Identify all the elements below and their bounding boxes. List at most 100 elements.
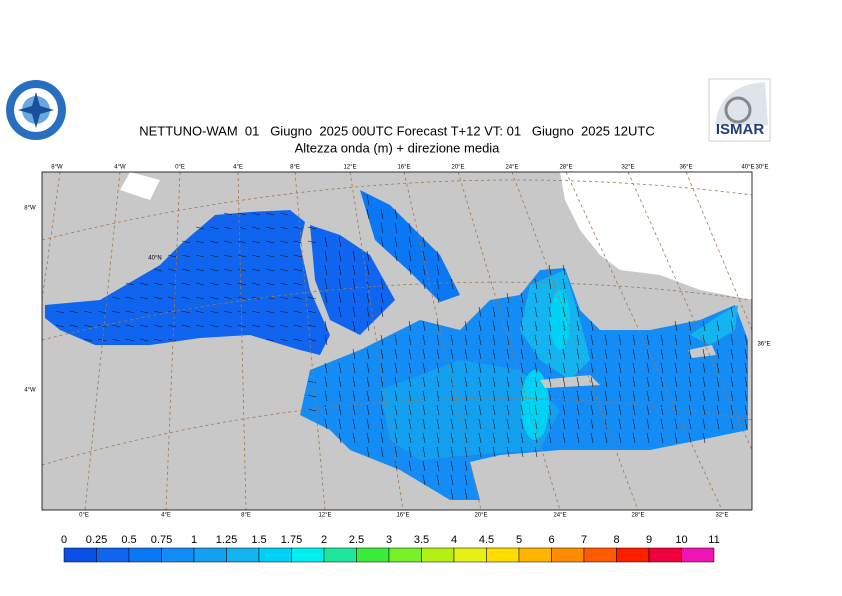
top-label: 8°W (51, 165, 63, 171)
arrow (139, 310, 149, 314)
arrow (380, 236, 384, 248)
arrow (492, 446, 496, 458)
arrow (279, 296, 289, 300)
arrow (366, 194, 370, 206)
arrow (548, 418, 552, 430)
arrow (632, 348, 636, 360)
arrow (618, 418, 622, 430)
arrow (209, 282, 219, 286)
arrow (366, 362, 370, 374)
arrow (450, 488, 454, 500)
arrow (209, 324, 219, 328)
arrow (167, 324, 177, 328)
arrow (293, 324, 303, 328)
arrow (408, 250, 412, 262)
arrow (338, 264, 342, 276)
legend-swatch (291, 547, 325, 563)
arrow (293, 268, 303, 272)
legend-label: 4 (451, 534, 457, 546)
arrow (744, 376, 748, 388)
arrow (237, 310, 247, 314)
legend-label: 2 (321, 534, 327, 546)
arrow (618, 348, 622, 360)
cnr-logo (6, 80, 66, 140)
arrow (408, 446, 412, 458)
arrow (450, 446, 454, 458)
arrow (324, 390, 328, 402)
arrow (223, 324, 233, 328)
arrow (590, 404, 594, 416)
arrow (408, 362, 412, 374)
map-frame (41, 171, 753, 511)
top-label: 40°E (741, 165, 754, 171)
arrow (265, 324, 275, 328)
arrow (167, 254, 177, 258)
arrow (422, 320, 426, 332)
bottom-label: 20°E (474, 513, 487, 519)
arrow (195, 226, 205, 230)
arrow (195, 324, 205, 328)
arrow (492, 348, 496, 360)
arrow (674, 404, 678, 416)
arrow (422, 446, 426, 458)
arrow (408, 222, 412, 234)
arrow (506, 292, 510, 304)
arrow (688, 320, 692, 332)
arrow (646, 404, 650, 416)
arrow (646, 348, 650, 360)
arrow (111, 338, 121, 342)
arrow (422, 376, 426, 388)
arrow (464, 446, 468, 458)
arrow (436, 474, 440, 486)
bottom-label: 4°E (161, 513, 171, 519)
arrow (394, 348, 398, 360)
arrow (324, 376, 328, 388)
arrow (293, 296, 303, 300)
arrow (730, 334, 734, 346)
arrow (125, 310, 135, 314)
arrow (153, 282, 163, 286)
arrow (307, 324, 317, 328)
arrow (293, 282, 303, 286)
arrow (338, 390, 342, 402)
arrow (153, 268, 163, 272)
bottom-label: 12°E (318, 513, 331, 519)
arrow (674, 432, 678, 444)
arrow (702, 376, 706, 388)
legend-label: 6 (548, 534, 554, 546)
legend-label: 1.75 (281, 534, 302, 546)
top-label: 28°E (559, 165, 572, 171)
arrow (380, 292, 384, 304)
arrow (520, 404, 524, 416)
arrow (293, 240, 303, 244)
arrow (702, 432, 706, 444)
arrow (338, 432, 342, 444)
arrow (422, 362, 426, 374)
arrow (618, 390, 622, 402)
arrow (534, 334, 538, 346)
arrow (450, 348, 454, 360)
arrow (394, 418, 398, 430)
arrow (324, 362, 328, 374)
arrow (251, 268, 261, 272)
arrow (576, 390, 580, 402)
arrow (744, 404, 748, 416)
arrow (125, 324, 135, 328)
arrow (338, 376, 342, 388)
graticule (42, 172, 752, 510)
arrow (83, 310, 93, 314)
arrow (506, 404, 510, 416)
arrow (436, 418, 440, 430)
arrow (265, 310, 275, 314)
arrow (352, 418, 356, 430)
arrow (562, 334, 566, 346)
arrow (251, 254, 261, 258)
arrow (520, 348, 524, 360)
arrow (576, 432, 580, 444)
arrow (464, 474, 468, 486)
arrow (352, 348, 356, 360)
arrow (548, 390, 552, 402)
legend-swatch (193, 547, 227, 563)
arrow (716, 348, 720, 360)
arrow (576, 348, 580, 360)
